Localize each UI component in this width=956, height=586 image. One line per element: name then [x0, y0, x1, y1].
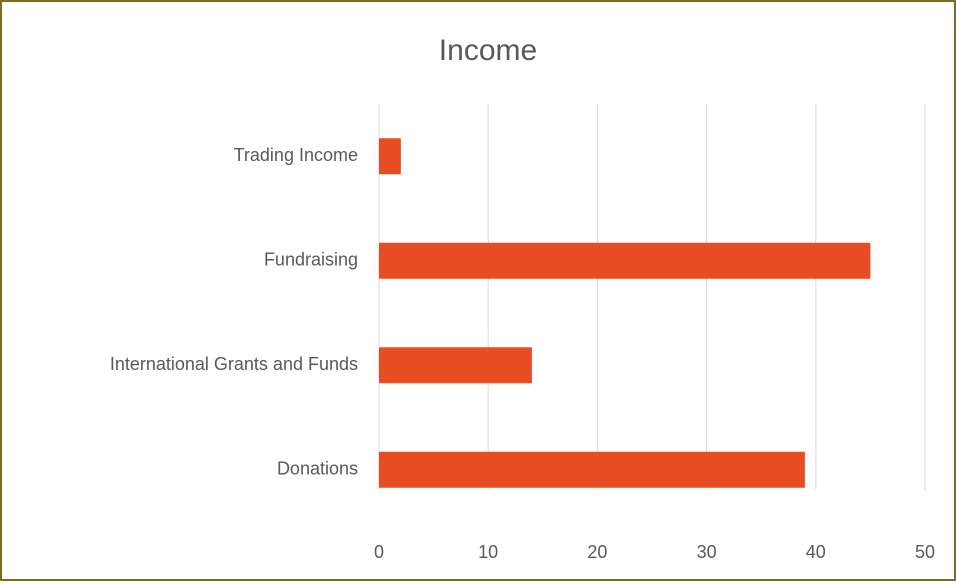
bar [379, 347, 532, 384]
y-tick-label: Fundraising [264, 250, 358, 270]
x-tick-label: 0 [374, 542, 384, 562]
x-tick-label: 20 [587, 542, 607, 562]
chart-title: Income [439, 34, 537, 67]
bar [379, 138, 401, 175]
bar [379, 451, 805, 488]
x-tick-label: 40 [806, 542, 826, 562]
bar [379, 242, 871, 279]
x-tick-label: 10 [478, 542, 498, 562]
y-tick-label: Donations [277, 459, 358, 479]
y-tick-label: Trading Income [234, 145, 358, 165]
y-tick-label: International Grants and Funds [110, 354, 358, 374]
x-tick-label: 30 [697, 542, 717, 562]
x-tick-label: 50 [915, 542, 935, 562]
